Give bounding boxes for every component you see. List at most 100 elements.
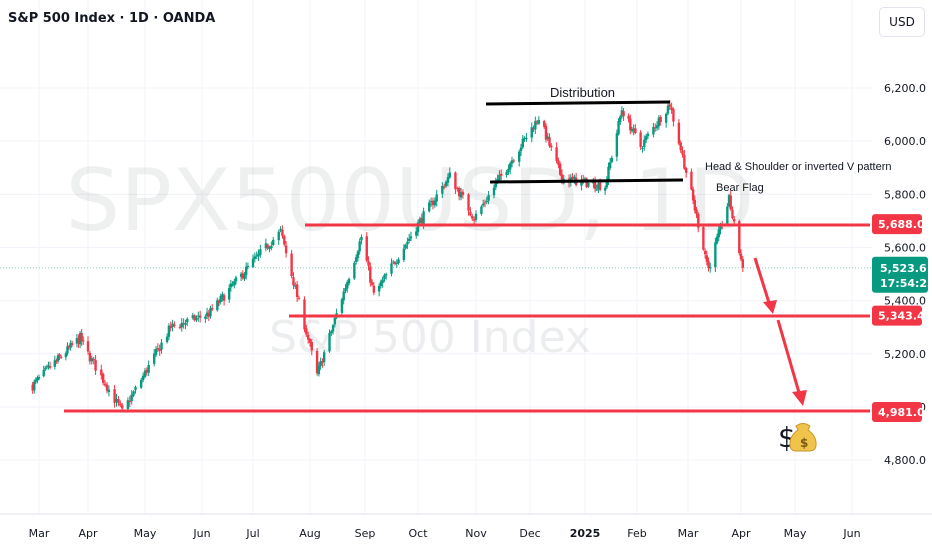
- x-tick-label: May: [784, 527, 807, 540]
- candle-body: [253, 256, 257, 259]
- candle-body: [75, 338, 79, 344]
- candle-body: [31, 384, 34, 391]
- candle-body: [739, 253, 743, 260]
- candle-body: [34, 379, 38, 382]
- price-axis[interactable]: 6,200.0 6,000.0 5,800.0 5,600.0 5,400.0 5,200…: [884, 82, 926, 467]
- candle-body: [654, 127, 657, 129]
- money-bag-icon: $ $: [778, 421, 817, 454]
- candle-body: [695, 209, 698, 215]
- x-tick-label: Jun: [192, 527, 210, 540]
- distribution-line[interactable]: [485, 100, 671, 106]
- x-tick-label: Sep: [355, 527, 376, 540]
- candle-body: [204, 316, 207, 319]
- candle-body: [429, 200, 433, 202]
- candle-body: [664, 113, 668, 123]
- candle-body: [691, 189, 695, 201]
- candle-body: [331, 325, 335, 332]
- candle-body: [392, 261, 395, 263]
- candle-body: [310, 341, 313, 351]
- x-tick-label: Apr: [731, 527, 751, 540]
- candle-body: [530, 127, 533, 138]
- candle-body: [435, 194, 438, 202]
- candle-body: [557, 160, 560, 165]
- candle-body: [418, 218, 422, 224]
- candle-body: [354, 257, 358, 262]
- candle-body: [246, 265, 250, 267]
- candle-body: [422, 211, 425, 225]
- candle-body: [147, 364, 150, 373]
- candle-body: [512, 160, 515, 162]
- candle-body: [231, 284, 234, 286]
- last-price-tag: [872, 256, 928, 293]
- candle-body: [482, 203, 485, 206]
- candle-body: [585, 178, 588, 187]
- candle-body: [709, 267, 712, 269]
- candle-body: [544, 125, 548, 140]
- candle-body: [587, 183, 590, 187]
- forecast-arrow-2-head: [792, 390, 807, 406]
- candle-body: [193, 315, 196, 321]
- candle-body: [165, 336, 169, 343]
- candle-body: [47, 365, 50, 367]
- candle-body: [233, 281, 236, 286]
- candle-body: [245, 266, 248, 275]
- currency-button[interactable]: USD: [879, 7, 925, 37]
- candle-body: [290, 253, 293, 276]
- candle-body: [121, 405, 124, 409]
- candle-body: [306, 334, 310, 340]
- x-tick-label: Oct: [408, 527, 428, 540]
- candle-body: [732, 219, 736, 222]
- candle-body: [580, 180, 583, 186]
- candle-body: [595, 189, 598, 191]
- y-tick-label: 6,000.0: [884, 135, 926, 148]
- candle-body: [264, 243, 268, 249]
- candle-body: [268, 247, 271, 249]
- candle-body: [558, 163, 562, 175]
- forecast-arrow-1[interactable]: [753, 257, 772, 307]
- price-tags: 5,688.0 5,343.4 4,981.0 5,523.6 17:54:23: [872, 214, 932, 423]
- candle-body: [655, 125, 659, 129]
- candle-body: [670, 107, 673, 111]
- candle-body: [353, 262, 356, 279]
- candle-body: [119, 403, 122, 406]
- time-axis[interactable]: Mar Apr May Jun Jul Aug Sep Oct Nov Dec 2025 Feb Mar…: [29, 527, 861, 540]
- candle-body: [431, 200, 435, 206]
- candle-body: [292, 277, 295, 286]
- x-tick-label: Apr: [78, 527, 98, 540]
- candle-body: [94, 360, 97, 371]
- candle-body: [330, 331, 333, 334]
- candle-body: [461, 191, 465, 195]
- candle-body: [45, 366, 49, 368]
- pattern-label: Head & Shoulder or inverted V pattern: [705, 161, 892, 173]
- candle-body: [259, 249, 262, 255]
- candle-body: [219, 296, 222, 303]
- candle-body: [211, 308, 214, 310]
- neckline[interactable]: [489, 178, 684, 184]
- candle-body: [469, 211, 472, 216]
- candle-body: [605, 180, 609, 188]
- candle-body: [333, 317, 337, 325]
- candle-body: [228, 287, 231, 300]
- y-tick-label: 5,200.0: [884, 348, 926, 361]
- x-tick-label: Aug: [299, 527, 320, 540]
- candle-body: [446, 177, 450, 183]
- candle-body: [573, 176, 576, 180]
- candle-body: [617, 121, 620, 135]
- bear-flag-label: Bear Flag: [716, 182, 764, 194]
- candle-body: [679, 142, 682, 151]
- candle-body: [255, 255, 258, 257]
- candle-body: [643, 139, 646, 147]
- candle-body: [360, 236, 363, 241]
- candle-body: [555, 147, 558, 161]
- forecast-arrow-2[interactable]: [776, 319, 802, 397]
- candle-body: [241, 273, 244, 279]
- candle-body: [629, 118, 632, 131]
- candle-body: [356, 251, 360, 259]
- candle-body: [608, 162, 612, 169]
- candle-body: [693, 199, 697, 211]
- candle-body: [141, 375, 145, 381]
- candle-body: [221, 294, 224, 298]
- candle-body: [523, 137, 526, 140]
- candle-body: [270, 245, 273, 249]
